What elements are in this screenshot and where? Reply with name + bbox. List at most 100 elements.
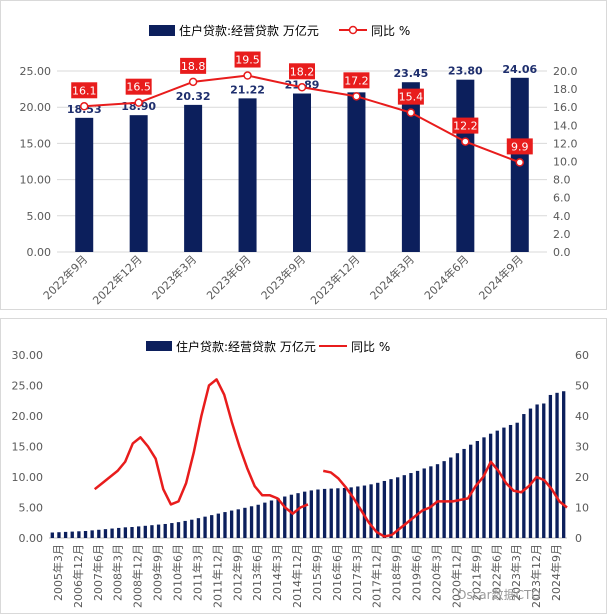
bar <box>455 453 460 538</box>
bar <box>347 92 366 252</box>
yoy-value-label: 15.4 <box>399 91 424 104</box>
y2-tick-label: 12.0 <box>553 137 578 150</box>
x-tick-label: 2013年6月 <box>250 544 264 601</box>
y-tick-label: 15.00 <box>12 441 44 454</box>
y2-tick-label: 16.0 <box>553 101 578 114</box>
x-tick-label: 2022年9月 <box>40 252 90 302</box>
legend-line-marker <box>348 25 358 35</box>
y2-tick-label: 6.0 <box>553 192 571 205</box>
yoy-value-label: 18.8 <box>181 60 206 73</box>
bar <box>143 525 147 538</box>
bar <box>269 500 274 538</box>
y2-tick-label: 0.0 <box>553 246 571 259</box>
bar <box>469 444 473 538</box>
bar <box>263 502 267 538</box>
bar <box>97 529 101 538</box>
y2-tick-label: 0 <box>575 532 582 545</box>
yoy-label-box <box>343 72 370 89</box>
yoy-label-box <box>452 117 479 134</box>
bar <box>356 486 360 538</box>
bar <box>475 441 480 538</box>
x-tick-label: 2018年9月 <box>390 544 404 601</box>
yoy-point <box>515 158 525 167</box>
y-tick-label: 25.00 <box>12 380 44 393</box>
bar <box>535 404 539 538</box>
x-tick-label: 2024年3月 <box>367 252 417 302</box>
bar <box>449 457 453 538</box>
y2-tick-label: 40 <box>575 410 589 423</box>
bar <box>70 531 74 538</box>
bar <box>163 523 167 538</box>
x-tick-label: 2011年12月 <box>210 544 224 608</box>
y2-tick-label: 10 <box>575 502 589 515</box>
yoy-label-box <box>397 88 424 105</box>
bar <box>190 519 194 538</box>
bar <box>502 427 506 538</box>
yoy-value-label: 18.2 <box>290 65 315 78</box>
x-tick-label: 2023年3月 <box>509 544 523 601</box>
x-tick-label: 2009年9月 <box>151 544 165 601</box>
x-tick-label: 2024年9月 <box>549 544 563 601</box>
bar <box>303 491 307 538</box>
bar <box>362 485 367 538</box>
bar <box>376 482 380 538</box>
y2-tick-label: 8.0 <box>553 174 571 187</box>
x-tick-label: 2022年12月 <box>90 252 145 307</box>
bar <box>296 493 300 538</box>
y-tick-label: 20.00 <box>20 101 52 114</box>
yoy-point <box>352 92 361 101</box>
yoy-label-box <box>125 78 152 95</box>
bar-value-label: 21.22 <box>230 83 265 96</box>
bar <box>243 507 247 538</box>
legend-line-label: 同比 % <box>351 340 390 354</box>
top-chart-panel: 住户贷款:经营贷款 万亿元 同比 % 0.00 5.00 10.00 15.00 20.00… <box>0 0 607 310</box>
bar <box>183 520 187 538</box>
x-tick-label: 2024年6月 <box>421 252 471 302</box>
y-tick-label: 20.00 <box>12 410 44 423</box>
bar <box>117 527 121 538</box>
y2-tick-label: 2.0 <box>553 228 571 241</box>
bar <box>462 448 466 538</box>
bar <box>75 117 94 252</box>
yoy-point <box>134 98 143 107</box>
bar <box>223 512 227 538</box>
bar <box>289 494 294 538</box>
legend-line-label: 同比 % <box>371 24 410 38</box>
bar <box>176 522 181 538</box>
bar <box>184 104 203 252</box>
bar <box>249 506 254 538</box>
bar <box>508 424 513 538</box>
bar <box>316 489 320 538</box>
bar-value-label: 23.45 <box>393 67 428 80</box>
x-tick-label: 2007年6月 <box>91 544 105 601</box>
bottom-chart-panel: 住户贷款:经营贷款 万亿元 同比 % 0.00 5.00 10.00 15.00 20.00… <box>0 318 607 614</box>
bar <box>83 530 88 538</box>
bar <box>349 487 353 538</box>
bar <box>236 509 240 538</box>
bar <box>542 403 546 538</box>
x-tick-label: 2023年6月 <box>203 252 253 302</box>
y2-tick-label: 4.0 <box>553 210 571 223</box>
bar <box>110 528 114 538</box>
x-tick-label: 2005年3月 <box>51 544 65 601</box>
x-tick-label: 2020年12月 <box>449 544 463 608</box>
y2-tick-label: 20.0 <box>553 65 578 78</box>
top-chart: 住户贷款:经营贷款 万亿元 同比 %0.005.0010.0015.0020.00… <box>20 23 578 307</box>
bar <box>203 516 207 538</box>
yoy-label-box <box>289 63 315 80</box>
bar <box>90 530 94 538</box>
x-tick-label: 2008年12月 <box>131 544 145 608</box>
x-tick-label: 2015年9月 <box>310 544 324 601</box>
yoy-value-label: 17.2 <box>344 74 369 87</box>
x-tick-label: 2014年3月 <box>270 544 284 601</box>
x-tick-label: 2022年6月 <box>489 544 503 601</box>
bar <box>210 515 214 538</box>
y2-tick-label: 18.0 <box>553 83 578 96</box>
bar <box>555 392 559 538</box>
yoy-label-box <box>506 138 533 155</box>
bar <box>322 488 327 538</box>
bar <box>488 433 493 538</box>
bar <box>229 510 234 538</box>
yoy-point <box>188 77 198 87</box>
bar <box>130 527 134 538</box>
